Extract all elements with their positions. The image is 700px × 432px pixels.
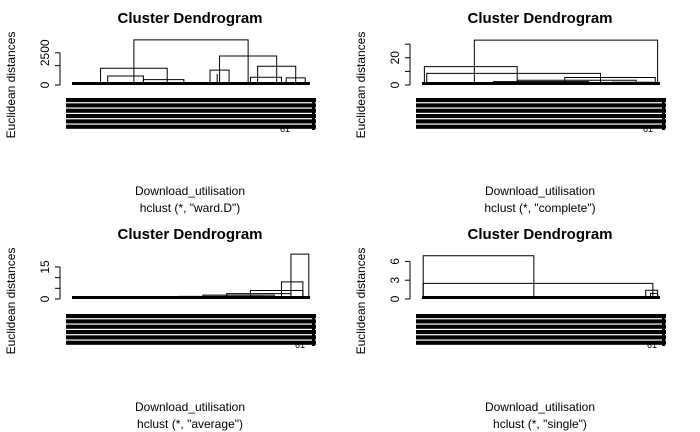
panel-ward: Cluster Dendrogram Euclidean distances D… — [4, 10, 316, 215]
merge-link — [285, 77, 306, 83]
leaf-label-strip — [416, 314, 666, 319]
y-axis-label: Euclidean distances — [354, 248, 368, 355]
leaf-label-strip — [66, 319, 316, 324]
leaf-label-strip — [416, 108, 666, 113]
leaf-label-strip — [416, 319, 666, 324]
y-axis: 0 20 — [388, 43, 411, 88]
merge-link — [611, 81, 654, 83]
leaf-label-strip — [416, 340, 666, 345]
leaf-label-strip — [66, 103, 316, 108]
dendrogram-tree — [72, 39, 310, 85]
method-subtitle: hclust (*, "complete") — [484, 201, 595, 215]
merge-link — [290, 253, 310, 297]
panel-single: Cluster Dendrogram Euclidean distances D… — [354, 226, 666, 431]
leaf-label-strip — [662, 314, 665, 346]
panel-title: Cluster Dendrogram — [467, 226, 612, 243]
leaf-label-strip — [416, 335, 666, 340]
leaf-label-strip — [416, 119, 666, 124]
merge-link — [142, 79, 185, 83]
leaf-labels — [66, 314, 316, 346]
leaf-label-strip — [66, 324, 316, 329]
merge-link — [492, 81, 590, 83]
y-axis: 0 2500 — [38, 39, 61, 88]
merge-link — [280, 281, 304, 297]
leaf-label-strip — [66, 124, 316, 129]
dendrogram-tree — [422, 255, 660, 299]
leaf-label: 61 — [647, 340, 657, 350]
y-axis: 0 3 6 — [388, 258, 411, 302]
merge-link — [209, 69, 230, 83]
y-axis: 0 15 — [38, 260, 61, 302]
leaf-labels — [416, 314, 666, 346]
leaf-label-strip — [66, 98, 316, 103]
leaf-label-strip — [416, 98, 666, 103]
leaf-label-strip — [66, 314, 316, 319]
leaf-label-strip — [416, 330, 666, 335]
y-tick-label: 2500 — [38, 39, 52, 66]
y-tick-label: 15 — [38, 260, 52, 274]
y-axis-label: Euclidean distances — [4, 32, 18, 139]
y-tick-label: 0 — [388, 295, 402, 302]
panel-title: Cluster Dendrogram — [117, 226, 262, 243]
y-tick-label: 0 — [38, 295, 52, 302]
leaf-label: 61 — [643, 124, 653, 134]
leaf-label-strip — [312, 98, 315, 130]
x-axis-label: Download_utilisation — [135, 184, 245, 198]
y-tick-label: 6 — [388, 258, 402, 265]
leaf-merge-band — [72, 82, 310, 85]
leaf-label: 61 — [280, 124, 290, 134]
merge-link — [473, 39, 659, 83]
merge-link — [133, 39, 249, 83]
merge-link — [100, 67, 168, 83]
y-tick-label: 0 — [38, 81, 52, 88]
y-axis-label: Euclidean distances — [4, 248, 18, 355]
leaf-label-strip — [66, 114, 316, 119]
merge-link — [250, 76, 282, 83]
method-subtitle: hclust (*, "average") — [137, 417, 243, 431]
method-subtitle: hclust (*, "ward.D") — [140, 201, 241, 215]
method-subtitle: hclust (*, "single") — [493, 417, 587, 431]
dendrogram-tree — [72, 253, 310, 299]
leaf-merge-band — [422, 82, 660, 85]
leaf-labels — [66, 98, 316, 130]
merge-link — [422, 255, 535, 297]
leaf-label: 61 — [295, 340, 305, 350]
panel-title: Cluster Dendrogram — [467, 10, 612, 27]
y-tick-label: 3 — [388, 277, 402, 284]
panel-complete: Cluster Dendrogram Euclidean distances D… — [354, 10, 666, 215]
leaf-label-strip — [416, 103, 666, 108]
x-axis-label: Download_utilisation — [485, 184, 595, 198]
leaf-label-strip — [416, 324, 666, 329]
leaf-label-strip — [66, 108, 316, 113]
leaf-label-strip — [416, 114, 666, 119]
leaf-label-strip — [662, 98, 665, 130]
leaf-label-strip — [66, 335, 316, 340]
leaf-label-strip — [312, 314, 315, 346]
leaf-label-strip — [66, 330, 316, 335]
leaf-merge-band — [422, 296, 660, 299]
y-axis-label: Euclidean distances — [354, 32, 368, 139]
merge-link — [426, 72, 601, 83]
panel-title: Cluster Dendrogram — [117, 10, 262, 27]
leaf-label-strip — [416, 124, 666, 129]
merge-link — [257, 65, 297, 83]
x-axis-label: Download_utilisation — [485, 400, 595, 414]
merge-link — [649, 292, 659, 297]
y-tick-label: 20 — [388, 51, 402, 65]
y-tick-label: 0 — [388, 81, 402, 88]
merge-link — [219, 55, 278, 83]
leaf-label-strip — [66, 119, 316, 124]
panel-average: Cluster Dendrogram Euclidean distances D… — [4, 226, 316, 431]
merge-link — [423, 66, 518, 83]
dendrogram-tree — [422, 39, 660, 85]
merge-link — [178, 295, 263, 297]
leaf-labels — [416, 98, 666, 130]
leaf-label-strip — [66, 340, 316, 345]
x-axis-label: Download_utilisation — [135, 400, 245, 414]
